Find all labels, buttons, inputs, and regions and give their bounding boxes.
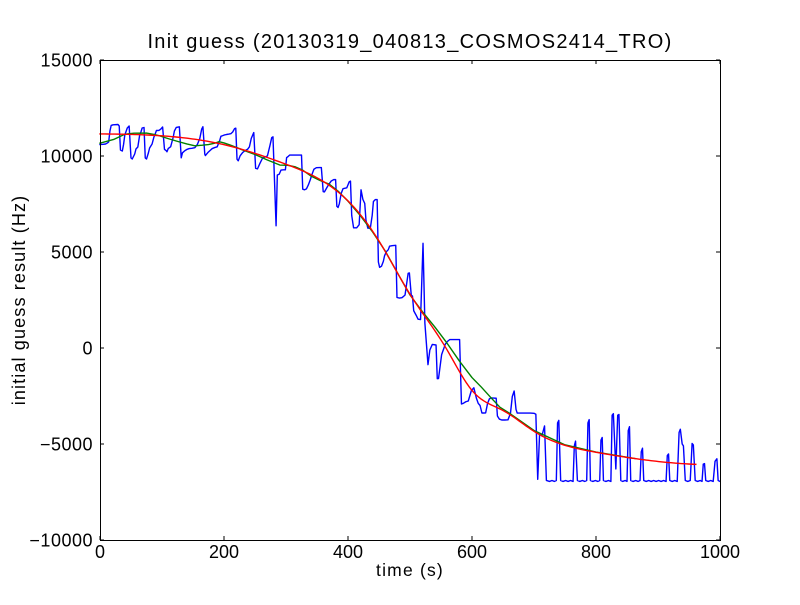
svg-text:−10000: −10000 [29,530,93,550]
svg-text:−5000: −5000 [40,434,93,454]
svg-text:800: 800 [581,542,611,562]
svg-text:15000: 15000 [40,50,93,70]
svg-text:Init guess (20130319_040813_CO: Init guess (20130319_040813_COSMOS2414_T… [147,31,672,53]
svg-text:0: 0 [95,542,105,562]
svg-text:600: 600 [457,542,487,562]
svg-text:5000: 5000 [51,242,93,262]
svg-text:200: 200 [209,542,239,562]
svg-text:10000: 10000 [40,146,93,166]
svg-text:0: 0 [82,338,93,358]
svg-text:initial guess result (Hz): initial guess result (Hz) [9,195,29,406]
svg-text:time (s): time (s) [376,560,444,580]
svg-text:1000: 1000 [700,542,740,562]
svg-text:400: 400 [333,542,363,562]
